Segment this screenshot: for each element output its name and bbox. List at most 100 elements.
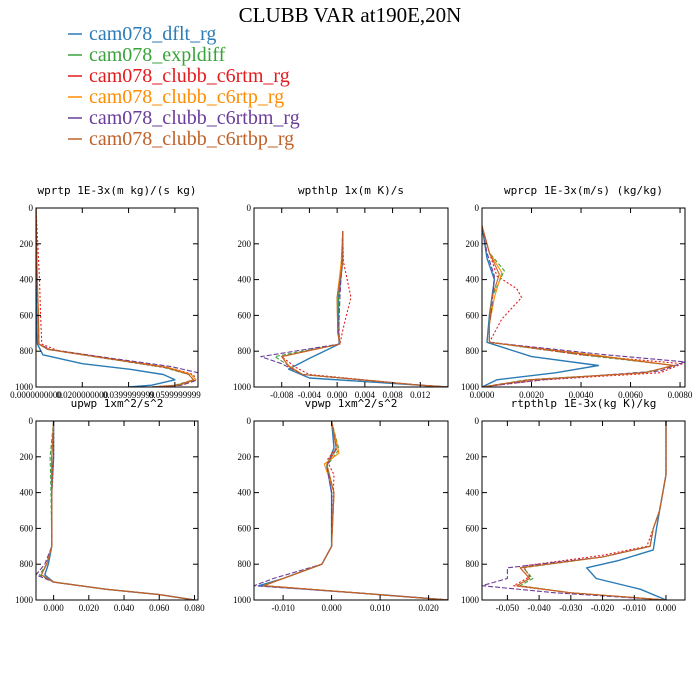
- y-tick-label: 600: [466, 523, 480, 533]
- series-line-cam078_dflt_rg: [482, 225, 600, 387]
- y-tick-label: 0: [475, 416, 480, 426]
- x-tick-label: 0.0200000000: [56, 390, 108, 400]
- x-tick-label: 0.0040: [569, 390, 594, 400]
- legend-label: cam078_clubb_c6rtp_rg: [89, 86, 284, 108]
- x-tick-label: 0.010: [370, 603, 391, 613]
- x-tick-label: -0.010: [623, 603, 647, 613]
- panel-6: rtpthlp 1E-3x(kg K)/kg 0 200 400 600 800 1000 -…: [461, 397, 686, 613]
- panel-title: wprcp 1E-3x(m/s) (kg/kg): [504, 184, 663, 197]
- x-tick-label: 0.0020: [519, 390, 544, 400]
- y-tick-label: 600: [238, 523, 252, 533]
- y-tick-label: 0: [29, 416, 34, 426]
- x-tick-label: 0.040: [114, 603, 135, 613]
- x-tick-label: 0.000: [327, 390, 348, 400]
- x-tick-label: -0.030: [559, 603, 583, 613]
- series-line-cam078_dflt_rg: [36, 208, 176, 387]
- legend-label: cam078_clubb_c6rtbm_rg: [89, 107, 300, 129]
- series-line-cam078_clubb_c6rtbp_rg: [281, 231, 448, 387]
- x-tick-label: 0.008: [382, 390, 403, 400]
- figure-title: CLUBB VAR at190E,20N: [239, 3, 462, 27]
- y-tick-label: 0: [29, 203, 34, 213]
- x-tick-label: 0.000: [656, 603, 677, 613]
- panel-title: rtpthlp 1E-3x(kg K)/kg: [511, 397, 657, 410]
- x-tick-label: 0.0080: [668, 390, 693, 400]
- series-line-cam078_clubb_c6rtbm_rg: [482, 421, 667, 600]
- plot-frame: [481, 207, 686, 388]
- x-tick-label: 0.000: [43, 603, 64, 613]
- x-tick-label: -0.040: [527, 603, 551, 613]
- series-line-cam078_clubb_c6rtm_rg: [482, 225, 684, 387]
- series-line-cam078_expldiff: [38, 421, 195, 600]
- panel-title: wpthlp 1x(m K)/s: [298, 184, 404, 197]
- series-line-cam078_dflt_rg: [586, 421, 667, 600]
- series-line-cam078_clubb_c6rtm_rg: [263, 421, 448, 600]
- x-tick-label: 0.060: [149, 603, 170, 613]
- panel-2: wpthlp 1x(m K)/s 0 200 400 600 800 1000 -0.008-…: [233, 184, 449, 400]
- panel-3: wprcp 1E-3x(m/s) (kg/kg) 0 200 400 600 800 100…: [461, 184, 693, 400]
- y-tick-label: 1000: [15, 595, 34, 605]
- series-line-cam078_clubb_c6rtbp_rg: [263, 421, 448, 600]
- series-line-cam078_expldiff: [263, 421, 448, 600]
- x-tick-label: -0.010: [271, 603, 295, 613]
- x-tick-label: 0.080: [184, 603, 205, 613]
- legend-label: cam078_dflt_rg: [89, 23, 216, 45]
- y-tick-label: 400: [20, 275, 34, 285]
- panel-5: vpwp 1xm^2/s^2 0 200 400 600 800 1000 -0.010 0.0…: [233, 397, 449, 613]
- x-tick-label: 0.0000: [470, 390, 495, 400]
- plot-frame: [35, 207, 199, 388]
- y-tick-label: 1000: [461, 382, 480, 392]
- y-tick-label: 800: [466, 559, 480, 569]
- panel-title: vpwp 1xm^2/s^2: [305, 397, 398, 410]
- y-tick-label: 800: [20, 559, 34, 569]
- panel-title: upwp 1xm^2/s^2: [71, 397, 164, 410]
- y-tick-label: 600: [466, 310, 480, 320]
- x-tick-label: 0.020: [418, 603, 439, 613]
- y-tick-label: 200: [466, 239, 480, 249]
- series-line-cam078_clubb_c6rtp_rg: [40, 421, 195, 600]
- series-line-cam078_dflt_rg: [44, 421, 195, 600]
- series-line-cam078_clubb_c6rtbm_rg: [254, 421, 448, 600]
- y-tick-label: 800: [238, 346, 252, 356]
- series-line-cam078_expldiff: [36, 208, 194, 387]
- series-line-cam078_dflt_rg: [258, 421, 448, 600]
- y-tick-label: 0: [247, 416, 252, 426]
- x-tick-label: 0.004: [355, 390, 376, 400]
- y-tick-label: 200: [466, 452, 480, 462]
- series-line-cam078_clubb_c6rtp_rg: [263, 421, 448, 600]
- series-line-cam078_clubb_c6rtbp_rg: [516, 421, 667, 600]
- legend-label: cam078_expldiff: [89, 44, 226, 66]
- y-tick-label: 600: [20, 523, 34, 533]
- series-line-cam078_clubb_c6rtm_rg: [40, 421, 195, 600]
- plot-frame: [35, 420, 199, 601]
- y-tick-label: 800: [20, 346, 34, 356]
- y-tick-label: 400: [466, 488, 480, 498]
- y-tick-label: 800: [238, 559, 252, 569]
- x-tick-label: 0.020: [79, 603, 100, 613]
- plot-frame: [481, 420, 686, 601]
- y-tick-label: 200: [238, 452, 252, 462]
- y-tick-label: 0: [247, 203, 252, 213]
- plot-frame: [253, 207, 449, 388]
- y-tick-label: 0: [475, 203, 480, 213]
- panels: wprtp 1E-3x(m kg)/(s kg) 0 200 400 600 800 100…: [10, 184, 693, 613]
- series-line-cam078_clubb_c6rtbp_rg: [482, 225, 674, 387]
- series-line-cam078_expldiff: [519, 421, 667, 600]
- series-line-cam078_clubb_c6rtbp_rg: [36, 208, 194, 387]
- series-line-cam078_clubb_c6rtbm_rg: [260, 231, 448, 387]
- y-tick-label: 1000: [15, 382, 34, 392]
- series-line-cam078_expldiff: [274, 231, 448, 387]
- series-line-cam078_dflt_rg: [287, 231, 448, 387]
- x-tick-label: -0.020: [591, 603, 615, 613]
- x-tick-label: 0.0000000000: [10, 390, 62, 400]
- y-tick-label: 600: [20, 310, 34, 320]
- series-line-cam078_clubb_c6rtbm_rg: [36, 421, 195, 600]
- y-tick-label: 1000: [461, 595, 480, 605]
- plot-frame: [253, 420, 449, 601]
- x-tick-label: -0.004: [298, 390, 322, 400]
- y-tick-label: 200: [20, 452, 34, 462]
- y-tick-label: 1000: [233, 595, 252, 605]
- y-tick-label: 200: [238, 239, 252, 249]
- y-tick-label: 400: [20, 488, 34, 498]
